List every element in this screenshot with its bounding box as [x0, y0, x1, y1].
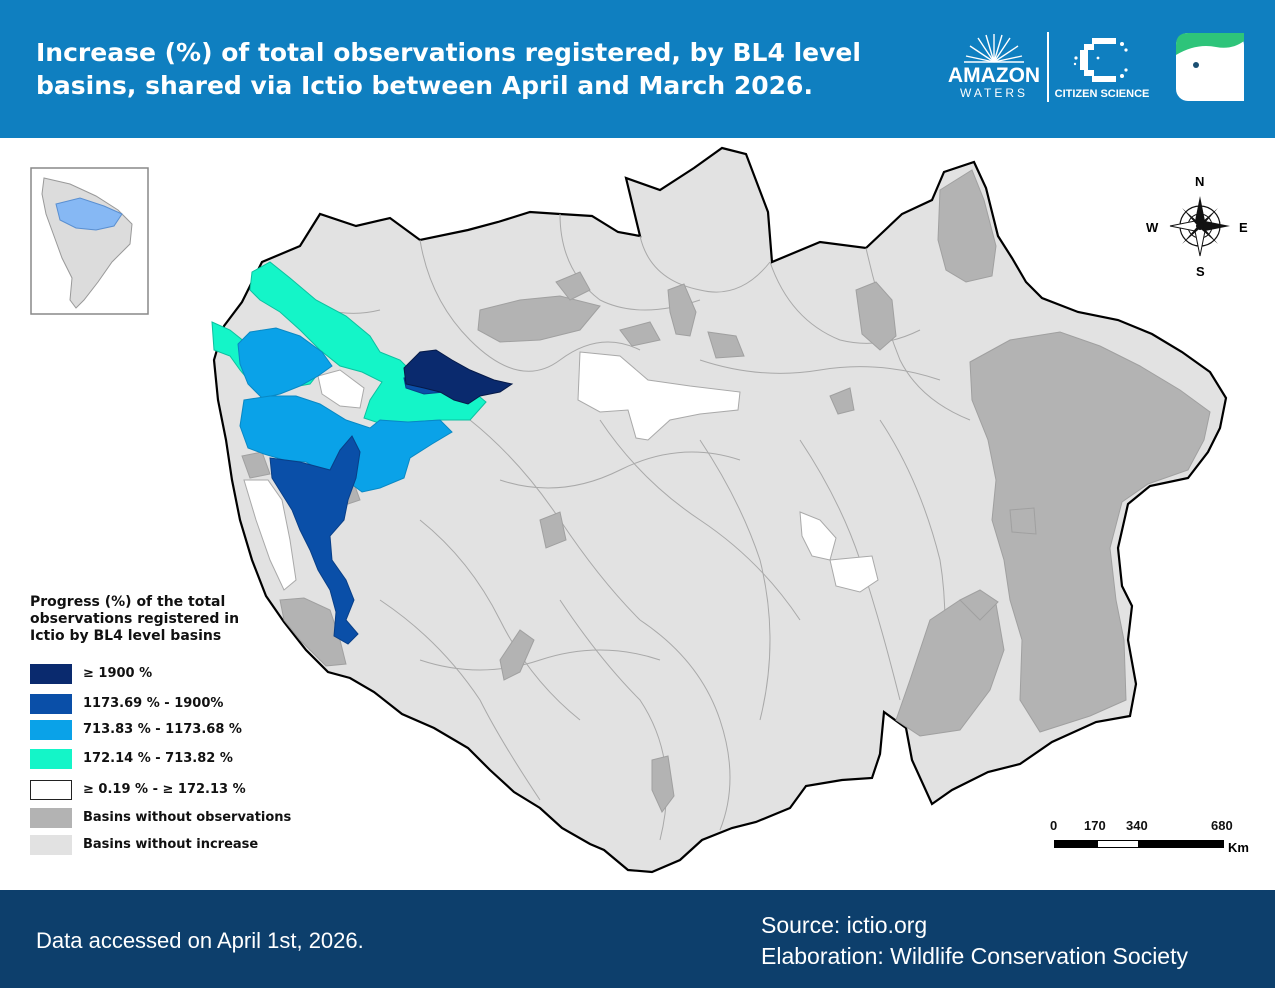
legend-swatch: [30, 835, 72, 855]
scale-segment: [1054, 840, 1098, 848]
basin-over-1900: [403, 349, 514, 405]
basin-low-increase-west: [243, 479, 297, 591]
legend-label: 713.83 % - 1173.68 %: [83, 722, 242, 737]
basin-no-obs-center-2: [707, 331, 745, 359]
amazon-waters-subtitle: WATERS: [960, 86, 1028, 100]
scale-bar: 0 170 340 680 Km: [1050, 818, 1250, 858]
compass-south-label: S: [1196, 264, 1205, 279]
source-line: Source: ictio.org: [761, 912, 928, 938]
header-banner: [0, 0, 1275, 138]
legend-swatch: [30, 694, 72, 714]
basin-no-obs-mid-1: [1009, 507, 1037, 535]
compass-west-label: W: [1146, 220, 1159, 235]
basin-no-obs-south-2: [539, 511, 567, 549]
basin-713-1173-west: [237, 327, 333, 399]
scale-segment: [1097, 840, 1139, 848]
scale-unit: Km: [1228, 840, 1249, 855]
legend-swatch: [30, 720, 72, 740]
basin-no-obs-east: [969, 331, 1211, 733]
inset-locator-map: [30, 167, 149, 315]
basin-no-obs-north-1: [477, 295, 601, 343]
basin-no-obs-south-3: [651, 755, 675, 813]
basin-no-obs-north-3: [619, 321, 661, 347]
basin-map: [30, 146, 1228, 874]
footer-banner: [0, 890, 1275, 988]
elaboration-line: Elaboration: Wildlife Conservation Socie…: [761, 943, 1188, 969]
basin-no-obs-north-2: [555, 271, 591, 301]
basin-no-obs-southwest: [279, 597, 347, 667]
amazon-waters-wordmark: AMAZON: [947, 64, 1041, 87]
legend-label: 1173.69 % - 1900%: [83, 696, 224, 711]
basin-low-increase-east-2: [829, 555, 879, 593]
basin-low-increase-center: [577, 351, 741, 441]
ictio-app-icon: [1176, 33, 1244, 101]
legend-label: ≥ 1900 %: [83, 666, 153, 681]
amazon-waters-logo: [964, 34, 1024, 63]
scale-tick-label: 170: [1084, 818, 1106, 833]
basin-no-obs-center-east: [855, 281, 897, 351]
basin-no-obs-west-3: [959, 589, 999, 621]
basin-no-obs-center-north: [667, 283, 697, 337]
scale-tick-label: 0: [1050, 818, 1058, 833]
basin-no-obs-center-3: [829, 387, 855, 415]
compass-rose: [1169, 196, 1230, 257]
citizen-science-label: CITIZEN SCIENCE: [1054, 88, 1150, 100]
legend-swatch: [30, 664, 72, 684]
legend-title: Progress (%) of the total observations r…: [30, 594, 240, 644]
compass-east-label: E: [1239, 220, 1248, 235]
legend-label: 172.14 % - 713.82 %: [83, 751, 233, 766]
logo-divider: [1047, 32, 1049, 102]
map-title: Increase (%) of total observations regis…: [36, 38, 861, 100]
scale-tick-label: 680: [1211, 818, 1233, 833]
basin-no-obs-west-1: [241, 451, 271, 479]
legend-swatch: [30, 780, 72, 800]
basin-no-obs-south-1: [499, 629, 535, 681]
basin-1173-1900-south: [269, 435, 361, 645]
map-legend: Progress (%) of the total observations r…: [30, 594, 330, 855]
basin-low-increase-northwest: [317, 369, 365, 409]
scale-segment: [1138, 840, 1224, 848]
data-accessed-note: Data accessed on April 1st, 2026.: [36, 928, 364, 953]
basin-no-obs-northeast: [937, 169, 997, 283]
legend-label: Basins without observations: [83, 810, 292, 825]
citizen-science-logo: [1073, 38, 1128, 82]
legend-swatch: [30, 808, 72, 828]
legend-label: ≥ 0.19 % - ≥ 172.13 %: [83, 782, 246, 797]
legend-swatch: [30, 749, 72, 769]
scale-tick-label: 340: [1126, 818, 1148, 833]
source-credit: Source: ictio.org Elaboration: Wildlife …: [761, 910, 1188, 972]
compass-north-label: N: [1195, 174, 1205, 189]
legend-label: Basins without increase: [83, 837, 259, 852]
